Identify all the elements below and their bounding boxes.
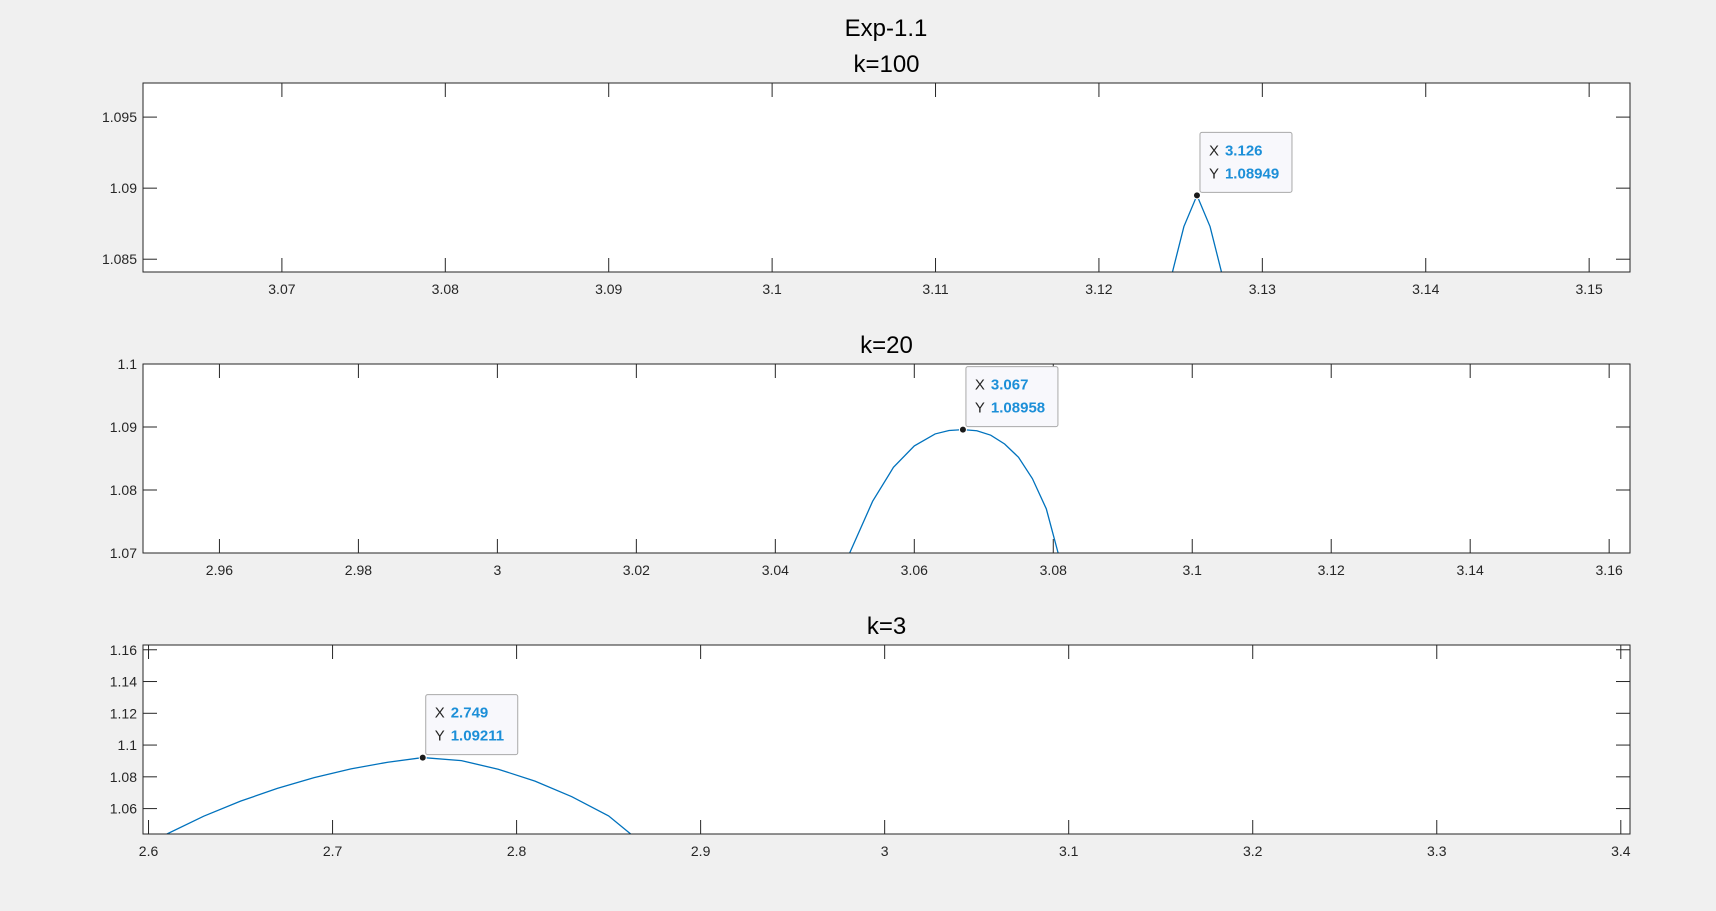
x-tick-label: 3.07 bbox=[268, 281, 295, 297]
datatip-y-value: 1.09211 bbox=[451, 728, 504, 745]
y-tick-label: 1.09 bbox=[110, 180, 137, 196]
axes-3: k=32.6 2.7 2.8 2.9 3 3.1 3.2 3.3 3.41.061.081.11… bbox=[110, 613, 1631, 859]
series-line-2-1[interactable] bbox=[849, 428, 1059, 553]
y-tick-label: 1.09 bbox=[110, 419, 137, 435]
y-tick-label: 1.06 bbox=[110, 801, 137, 817]
x-tick-label: 3.16 bbox=[1596, 562, 1623, 578]
y-tick-label: 1.095 bbox=[102, 109, 137, 125]
x-axis-2: 2.96 2.98 3 3.02 3.04 3.06 3.08 3.1 3.12 3.14 3.16 bbox=[206, 364, 1623, 578]
x-tick-label: 3.04 bbox=[762, 562, 789, 578]
datatip-y-label: Y bbox=[975, 400, 985, 417]
x-tick-label: 3.09 bbox=[595, 281, 622, 297]
x-tick-label: 3.2 bbox=[1243, 843, 1263, 859]
datatip-box bbox=[425, 694, 519, 756]
x-tick-label: 3.02 bbox=[623, 562, 650, 578]
y-tick-label: 1.1 bbox=[118, 356, 138, 372]
datatip-1[interactable]: X 3.126 Y 1.08949 bbox=[1192, 131, 1293, 200]
datatip-marker[interactable] bbox=[418, 753, 427, 762]
x-tick-label: 3.1 bbox=[1183, 562, 1203, 578]
y-tick-label: 1.08 bbox=[110, 482, 137, 498]
datatip-y-label: Y bbox=[435, 728, 445, 745]
datatip-3[interactable]: X 2.749 Y 1.09211 bbox=[418, 694, 519, 762]
y-tick-label: 1.14 bbox=[110, 674, 137, 690]
x-tick-label: 3 bbox=[493, 562, 501, 578]
y-tick-label: 1.08 bbox=[110, 769, 137, 785]
x-tick-label: 2.96 bbox=[206, 562, 233, 578]
y-tick-label: 1.12 bbox=[110, 705, 137, 721]
y-tick-label: 1.16 bbox=[110, 642, 137, 658]
subplot-title-3: k=3 bbox=[867, 613, 906, 640]
datatip-y-value: 1.08949 bbox=[1225, 165, 1279, 182]
datatip-x-label: X bbox=[975, 377, 985, 394]
axes-box-1 bbox=[142, 82, 1631, 273]
axes-1: k=100 3.07 3.08 3.09 3.1 3.11 3.12 3.13 3.14 3.15… bbox=[102, 51, 1631, 297]
y-tick-label: 1.07 bbox=[110, 545, 137, 561]
x-tick-label: 3.12 bbox=[1318, 562, 1345, 578]
x-tick-label: 3.06 bbox=[901, 562, 928, 578]
x-tick-label: 3.1 bbox=[762, 281, 782, 297]
x-tick-label: 3.1 bbox=[1059, 843, 1079, 859]
datatip-x-value: 3.126 bbox=[1225, 142, 1263, 159]
x-tick-label: 3.08 bbox=[432, 281, 459, 297]
datatip-box bbox=[1199, 131, 1293, 193]
datatip-x-value: 3.067 bbox=[991, 377, 1029, 394]
x-tick-label: 3.12 bbox=[1085, 281, 1112, 297]
datatip-box bbox=[965, 366, 1059, 428]
x-tick-label: 3.4 bbox=[1611, 843, 1631, 859]
x-tick-label: 2.98 bbox=[345, 562, 372, 578]
x-tick-label: 3.14 bbox=[1457, 562, 1484, 578]
x-tick-label: 2.8 bbox=[507, 843, 527, 859]
subplot-title-2: k=20 bbox=[860, 332, 913, 359]
datatip-y-label: Y bbox=[1209, 165, 1219, 182]
x-tick-label: 3.15 bbox=[1576, 281, 1603, 297]
series-line-3-1[interactable] bbox=[166, 756, 632, 834]
x-tick-label: 3.13 bbox=[1249, 281, 1276, 297]
datatip-2[interactable]: X 3.067 Y 1.08958 bbox=[958, 366, 1059, 434]
y-tick-label: 1.1 bbox=[118, 737, 138, 753]
plot-area-3[interactable] bbox=[143, 645, 1630, 834]
subplot-title-1: k=100 bbox=[853, 51, 919, 78]
x-tick-label: 3.11 bbox=[922, 281, 948, 297]
x-axis-1: 3.07 3.08 3.09 3.1 3.11 3.12 3.13 3.14 3.15 bbox=[268, 83, 1603, 297]
datatip-marker[interactable] bbox=[1192, 191, 1201, 200]
y-axis-3: 1.06 1.08 1.1 1.12 1.14 1.16 bbox=[110, 642, 1630, 817]
x-tick-label: 3.08 bbox=[1040, 562, 1067, 578]
axes-2: k=20 2.96 2.98 3 3.02 3.04 3.06 3.08 3.1 3.12 3.14… bbox=[110, 332, 1631, 578]
plot-area-1[interactable] bbox=[143, 83, 1630, 272]
datatip-y-value: 1.08958 bbox=[991, 400, 1045, 417]
x-axis-3: 2.6 2.7 2.8 2.9 3 3.1 3.2 3.3 3.4 bbox=[139, 645, 1631, 859]
axes-box-3 bbox=[142, 644, 1631, 835]
axes-box-2 bbox=[142, 363, 1631, 554]
datatip-marker[interactable] bbox=[958, 425, 967, 434]
x-tick-label: 3.3 bbox=[1427, 843, 1447, 859]
plot-area-2[interactable] bbox=[143, 364, 1630, 553]
y-tick-label: 1.085 bbox=[102, 251, 137, 267]
datatip-x-label: X bbox=[435, 705, 445, 722]
figure-title: Exp-1.1 bbox=[845, 15, 928, 42]
datatip-x-value: 2.749 bbox=[451, 705, 489, 722]
x-tick-label: 2.6 bbox=[139, 843, 159, 859]
x-tick-label: 2.9 bbox=[691, 843, 711, 859]
x-tick-label: 3.14 bbox=[1412, 281, 1439, 297]
x-tick-label: 2.7 bbox=[323, 843, 343, 859]
x-tick-label: 3 bbox=[881, 843, 889, 859]
datatip-x-label: X bbox=[1209, 142, 1219, 159]
y-axis-2: 1.07 1.08 1.09 1.1 bbox=[110, 356, 1630, 561]
y-axis-1: 1.085 1.09 1.095 bbox=[102, 109, 1630, 267]
